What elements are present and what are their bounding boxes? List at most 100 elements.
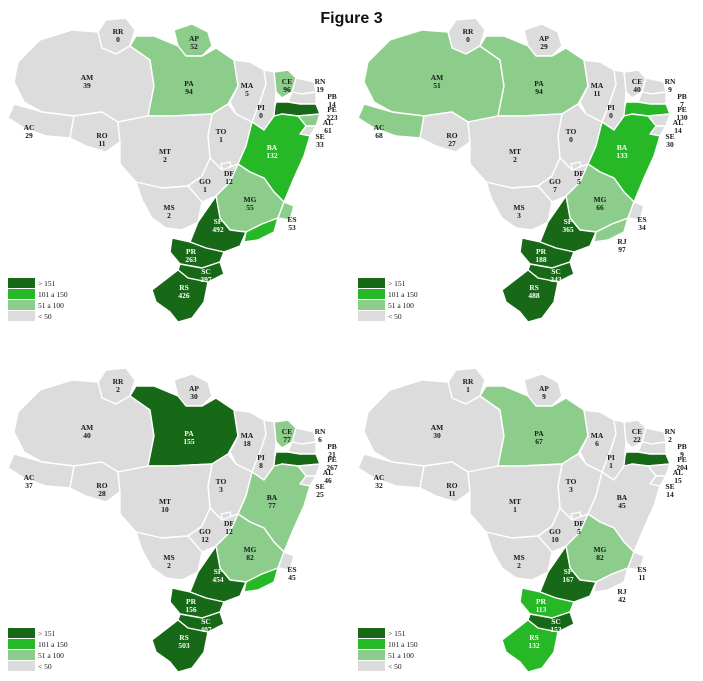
state-abbr-label: PB [327,442,337,451]
state-abbr-label: SE [315,482,324,491]
state-abbr-label: DF [224,169,234,178]
state-value-label: 1 [609,461,613,470]
state-abbr-label: GO [199,527,211,536]
state-abbr-label: RN [315,77,326,86]
state-value-label: 167 [562,575,574,584]
state-value-label: 132 [528,641,540,650]
state-abbr-label: SP [564,567,573,576]
state-value-label: 156 [185,605,197,614]
legend-label: 101 a 150 [388,290,418,299]
state-value-label: 188 [535,255,547,264]
legend-swatch [358,289,385,299]
state-value-label: 9 [680,450,684,459]
state-rn-region [291,77,317,95]
state-abbr-label: MT [509,147,521,156]
state-abbr-label: SC [551,617,561,626]
state-es-region [627,201,645,221]
state-abbr-label: AL [673,118,683,127]
state-abbr-label: AP [539,384,549,393]
state-abbr-label: RN [315,427,326,436]
state-value-label: 9 [668,85,672,94]
state-value-label: 18 [243,439,251,448]
state-abbr-label: MG [594,195,607,204]
state-value-label: 365 [562,225,574,234]
state-abbr-label: PI [257,103,265,112]
state-value-label: 30 [190,392,198,401]
state-abbr-label: TO [216,127,227,136]
state-value-label: 3 [517,211,521,220]
state-ac-region [7,453,75,489]
state-abbr-label: SE [315,132,324,141]
legend-swatch [358,650,385,660]
state-value-label: 34 [638,223,646,232]
legend-swatch [8,289,35,299]
state-abbr-label: RJ [617,587,626,596]
state-value-label: 12 [225,177,233,186]
legend-swatch [358,300,385,310]
state-value-label: 51 [433,81,441,90]
state-abbr-label: CE [632,77,642,86]
legend-swatch [358,639,385,649]
state-rs-region [501,619,559,673]
state-abbr-label: RN [665,77,676,86]
legend-label: 101 a 150 [38,640,68,649]
state-value-label: 11 [98,139,105,148]
state-value-label: 42 [618,595,626,604]
state-value-label: 53 [288,223,296,232]
state-value-label: 5 [245,89,249,98]
state-abbr-label: MS [513,553,524,562]
state-abbr-label: CE [282,77,292,86]
state-value-label: 223 [326,113,338,122]
legend-swatch [358,311,385,321]
state-value-label: 55 [246,203,254,212]
state-value-label: 77 [283,435,291,444]
state-abbr-label: PB [677,92,687,101]
legend-swatch [8,628,35,638]
state-value-label: 12 [225,527,233,536]
state-abbr-label: GO [199,177,211,186]
state-value-label: 37 [25,481,33,490]
state-ac-region [357,103,425,139]
state-abbr-label: AM [431,73,444,82]
state-value-label: 45 [618,501,626,510]
state-value-label: 52 [190,42,198,51]
state-es-region [627,551,645,571]
state-value-label: 0 [609,111,613,120]
state-abbr-label: MT [509,497,521,506]
state-value-label: 6 [318,435,322,444]
legend-label: < 50 [38,312,52,321]
state-abbr-label: RS [179,283,189,292]
legend-label: < 50 [38,662,52,671]
state-value-label: 343 [550,275,562,284]
legend-swatch [8,650,35,660]
legend-swatch [358,278,385,288]
state-rn-region [641,77,667,95]
state-rn-region [641,427,667,445]
state-abbr-label: GO [549,177,561,186]
state-abbr-label: PB [677,442,687,451]
state-value-label: 6 [595,439,599,448]
state-value-label: 11 [448,489,455,498]
state-abbr-label: RJ [267,237,276,246]
state-abbr-label: AM [431,423,444,432]
state-value-label: 19 [316,85,324,94]
legend-label: 51 a 100 [38,651,64,660]
state-value-label: 2 [116,385,120,394]
state-value-label: 21 [328,450,336,459]
state-value-label: 11 [593,89,600,98]
state-abbr-label: SP [214,567,223,576]
state-value-label: 30 [666,140,674,149]
legend-label: 51 a 100 [388,301,414,310]
state-value-label: 407 [200,625,212,634]
state-abbr-label: BA [617,143,628,152]
state-rj-region [593,217,629,243]
state-value-label: 10 [161,505,169,514]
state-value-label: 3 [219,485,223,494]
state-value-label: 94 [535,87,543,96]
state-value-label: 155 [183,437,195,446]
state-ms-region [485,531,553,581]
state-abbr-label: PI [607,453,615,462]
